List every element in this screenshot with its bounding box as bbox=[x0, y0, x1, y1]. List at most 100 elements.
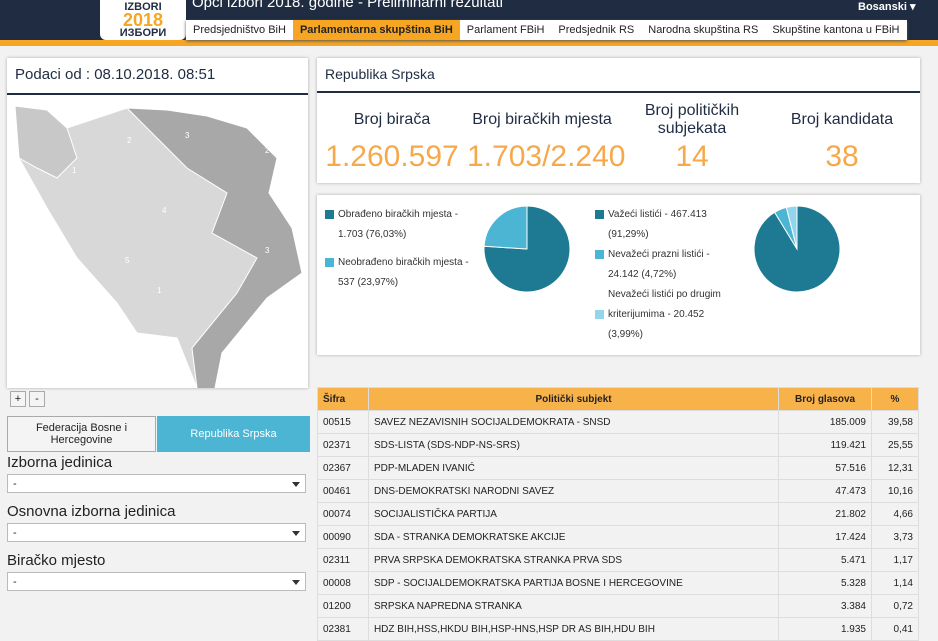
stat-value: 1.260.597 bbox=[317, 140, 467, 174]
logo-bottom: ИЗБОРИ bbox=[100, 27, 186, 39]
legend-text: Nevažeći listići po drugim bbox=[608, 285, 745, 305]
table-cell: 47.473 bbox=[779, 480, 872, 503]
stat: Broj kandidata38 bbox=[767, 100, 917, 174]
table-cell: 25,55 bbox=[872, 434, 919, 457]
stat-label: Broj birača bbox=[317, 100, 467, 140]
zoom-in[interactable]: + bbox=[10, 391, 26, 407]
table-row: 00008SDP - SOCIJALDEMOKRATSKA PARTIJA BO… bbox=[318, 572, 919, 595]
legend-text: 24.142 (4,72%) bbox=[608, 265, 745, 285]
language-menu[interactable]: Bosanski ▾ bbox=[858, 0, 916, 13]
legend-swatch bbox=[595, 210, 604, 219]
table-cell: 02381 bbox=[318, 618, 369, 641]
column-header: Šifra bbox=[318, 388, 369, 411]
legend-item: Nevažeći listići po drugimkriterijumima … bbox=[595, 285, 745, 345]
table-cell: 3.384 bbox=[779, 595, 872, 618]
pie[interactable] bbox=[747, 199, 847, 299]
legend-text: (3,99%) bbox=[608, 325, 745, 345]
table-cell: 02367 bbox=[318, 457, 369, 480]
stat: Broj biračkih mjesta1.703/2.240 bbox=[467, 100, 617, 174]
legend-item: Važeći listići - 467.413(91,29%) bbox=[595, 205, 745, 245]
column-header: % bbox=[872, 388, 919, 411]
filter-select[interactable]: - bbox=[7, 572, 306, 591]
legend-text: Važeći listići - 467.413 bbox=[608, 205, 745, 225]
legend-swatch bbox=[595, 310, 604, 319]
table-cell: 5.328 bbox=[779, 572, 872, 595]
table-cell: 02311 bbox=[318, 549, 369, 572]
table-row: 02371SDS-LISTA (SDS-NDP-NS-SRS)119.42125… bbox=[318, 434, 919, 457]
table-cell: 39,58 bbox=[872, 411, 919, 434]
table-cell: 0,41 bbox=[872, 618, 919, 641]
tabs: Predsjedništvo BiH Parlamentarna skupšti… bbox=[186, 20, 907, 40]
language: Bosanski bbox=[858, 1, 907, 13]
table-cell: 00074 bbox=[318, 503, 369, 526]
pie-slice bbox=[484, 206, 527, 249]
table-row: 01200SRPSKA NAPREDNA STRANKA3.3840,72 bbox=[318, 595, 919, 618]
stat-label: Broj biračkih mjesta bbox=[467, 100, 617, 140]
table-row: 02381HDZ BIH,HSS,HKDU BIH,HSP-HNS,HSP DR… bbox=[318, 618, 919, 641]
map-label: 2 bbox=[265, 146, 270, 155]
table-row: 02367PDP-MLADEN IVANIĆ57.51612,31 bbox=[318, 457, 919, 480]
results-table: ŠifraPolitički subjektBroj glasova% 00515… bbox=[317, 387, 919, 641]
left-panel: Podaci od : 08.10.2018. 08:51 3 2 2 1 4 … bbox=[7, 58, 308, 388]
legend-item: Obrađeno biračkih mjesta -1.703 (76,03%) bbox=[325, 205, 475, 245]
filter-label: Izborna jedinica bbox=[7, 454, 112, 471]
table-cell: SAVEZ NEZAVISNIH SOCIJALDEMOKRATA - SNSD bbox=[368, 411, 778, 434]
tab[interactable]: Skupštine kantona u FBiH bbox=[765, 20, 906, 40]
legend-text: 1.703 (76,03%) bbox=[338, 225, 475, 245]
table-cell: 185.009 bbox=[779, 411, 872, 434]
zoom-out[interactable]: - bbox=[29, 391, 45, 407]
logo[interactable]: IZBORI 2018 ИЗБОРИ bbox=[100, 0, 186, 40]
table-row: 00074SOCIJALISTIČKA PARTIJA21.8024,66 bbox=[318, 503, 919, 526]
table-cell: 119.421 bbox=[779, 434, 872, 457]
stat: Broj političkih subjekata14 bbox=[617, 100, 767, 174]
legend-text: Nevažeći prazni listići - bbox=[608, 245, 745, 265]
tab[interactable]: Predsjedništvo BiH bbox=[186, 20, 293, 40]
table-cell: 00461 bbox=[318, 480, 369, 503]
summary-panel: Republika Srpska Broj birača1.260.597Bro… bbox=[317, 58, 920, 183]
table-cell: SDA - STRANKA DEMOKRATSKE AKCIJE bbox=[368, 526, 778, 549]
entity-button[interactable]: Federacija Bosne i Hercegovine bbox=[7, 416, 156, 452]
filter-select[interactable]: - bbox=[7, 474, 306, 493]
table-row: 02311PRVA SRPSKA DEMOKRATSKA STRANKA PRV… bbox=[318, 549, 919, 572]
legend-swatch bbox=[595, 250, 604, 259]
table-cell: 1,17 bbox=[872, 549, 919, 572]
legend-item: Nevažeći prazni listići -24.142 (4,72%) bbox=[595, 245, 745, 285]
legend-text: 537 (23,97%) bbox=[338, 273, 475, 293]
pie[interactable] bbox=[477, 199, 577, 299]
table-cell: SDP - SOCIJALDEMOKRATSKA PARTIJA BOSNE I… bbox=[368, 572, 778, 595]
map-label: 3 bbox=[265, 246, 270, 255]
table-cell: 57.516 bbox=[779, 457, 872, 480]
legend-text: Neobrađeno biračkih mjesta - bbox=[338, 253, 475, 273]
table-cell: SOCIJALISTIČKA PARTIJA bbox=[368, 503, 778, 526]
table-cell: 12,31 bbox=[872, 457, 919, 480]
column-header: Politički subjekt bbox=[368, 388, 778, 411]
legend-text: Obrađeno biračkih mjesta - bbox=[338, 205, 475, 225]
timestamp: Podaci od : 08.10.2018. 08:51 bbox=[15, 66, 215, 83]
table-cell: PDP-MLADEN IVANIĆ bbox=[368, 457, 778, 480]
legend-item: Neobrađeno biračkih mjesta -537 (23,97%) bbox=[325, 253, 475, 293]
map[interactable]: 3 2 2 1 4 3 5 1 bbox=[7, 98, 308, 388]
tab[interactable]: Narodna skupština RS bbox=[641, 20, 765, 40]
map-label: 4 bbox=[162, 206, 167, 215]
entity-button[interactable]: Republika Srpska bbox=[157, 416, 310, 452]
column-header: Broj glasova bbox=[779, 388, 872, 411]
tab[interactable]: Predsjednik RS bbox=[551, 20, 641, 40]
table-cell: 00515 bbox=[318, 411, 369, 434]
tab[interactable]: Parlamentarna skupština BiH bbox=[293, 20, 460, 40]
table-cell: 00090 bbox=[318, 526, 369, 549]
table-cell: SRPSKA NAPREDNA STRANKA bbox=[368, 595, 778, 618]
stat-value: 1.703/2.240 bbox=[467, 140, 617, 174]
table: ŠifraPolitički subjektBroj glasova% 00515… bbox=[317, 387, 919, 641]
table-cell: 0,72 bbox=[872, 595, 919, 618]
map-label: 1 bbox=[72, 166, 77, 175]
tab[interactable]: Parlament FBiH bbox=[460, 20, 552, 40]
pie-panel: Obrađeno biračkih mjesta -1.703 (76,03%)… bbox=[317, 195, 920, 355]
stat-label: Broj kandidata bbox=[767, 100, 917, 140]
filter-label: Osnovna izborna jedinica bbox=[7, 503, 175, 520]
filter-select[interactable]: - bbox=[7, 523, 306, 542]
map-label: 2 bbox=[127, 136, 132, 145]
summary-title: Republika Srpska bbox=[325, 66, 435, 82]
map-label: 5 bbox=[125, 256, 130, 265]
stat-label: Broj političkih subjekata bbox=[617, 100, 767, 140]
